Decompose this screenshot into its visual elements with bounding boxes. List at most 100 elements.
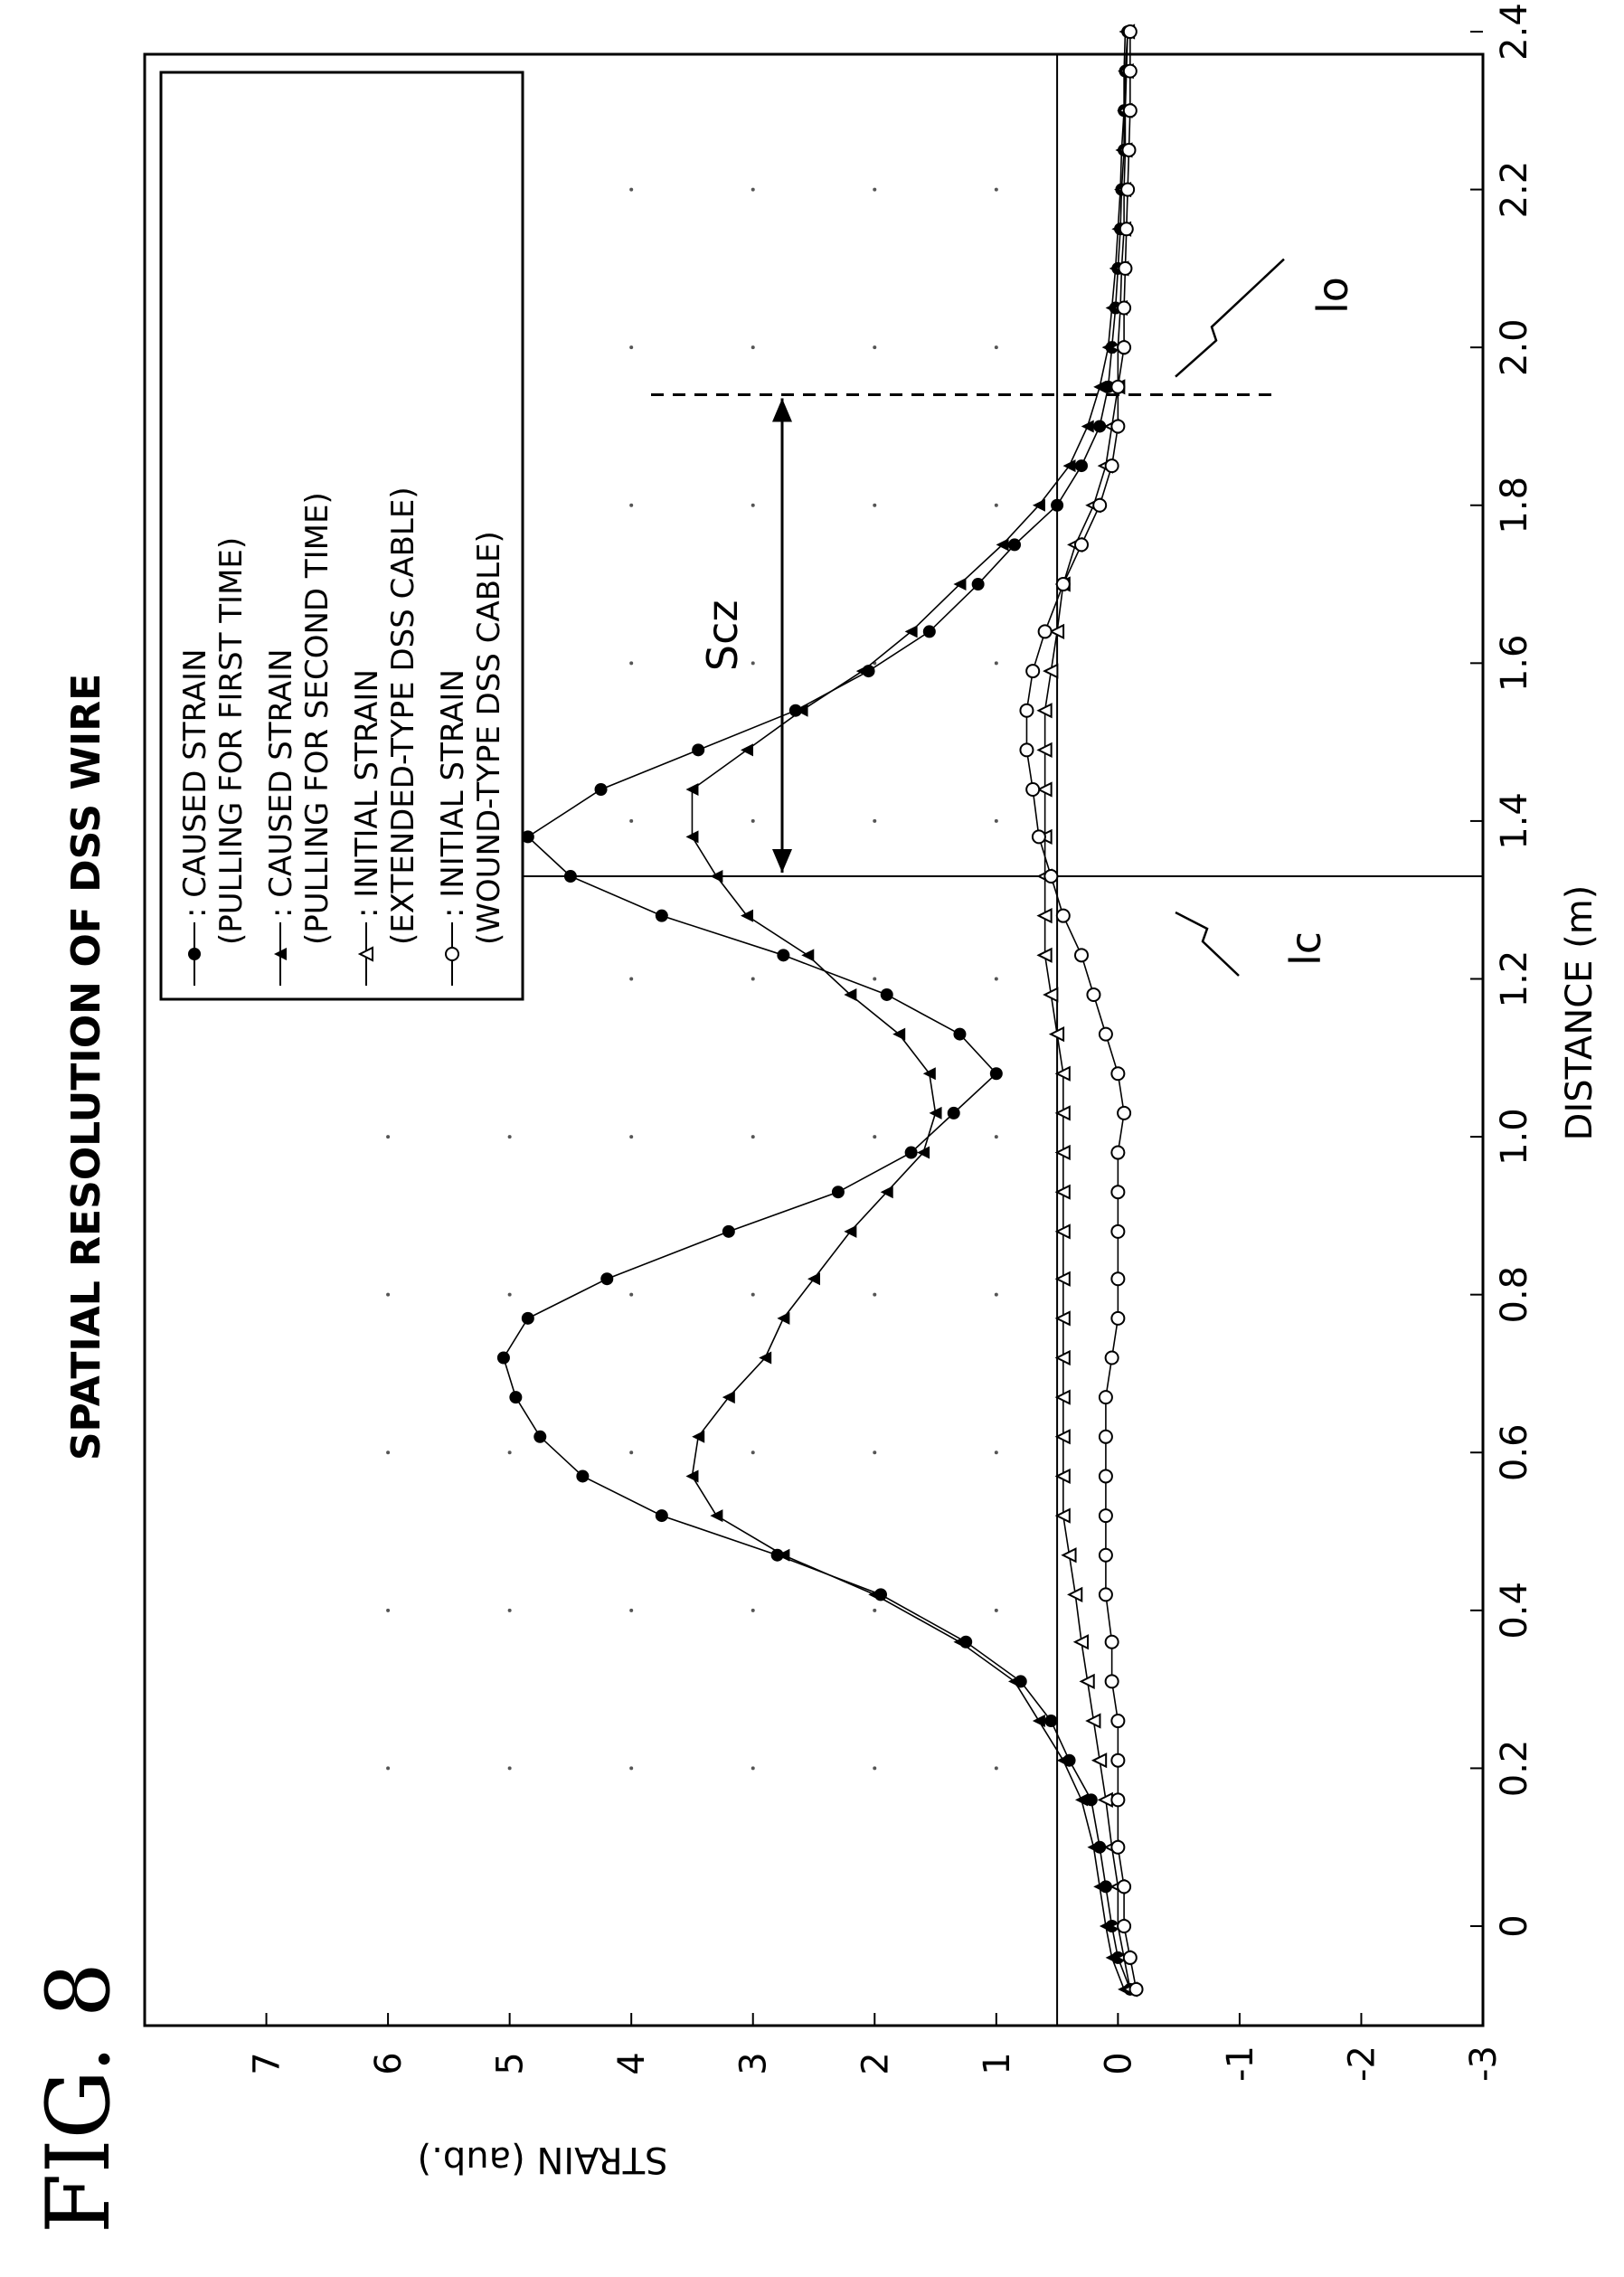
grid-dot (629, 1292, 634, 1297)
grid-dot (751, 345, 755, 350)
data-point (1074, 537, 1089, 553)
data-point (831, 1186, 845, 1199)
grid-dot (994, 1292, 998, 1297)
data-point (521, 1311, 534, 1325)
data-point (741, 909, 753, 922)
data-point (795, 704, 808, 717)
data-point (1054, 1310, 1071, 1327)
lo-label: lo (1308, 277, 1357, 314)
data-point (1054, 1389, 1071, 1405)
data-point (722, 1224, 735, 1238)
data-point (1062, 459, 1076, 473)
grid-dot (873, 1608, 877, 1612)
data-point (996, 538, 1009, 552)
grid-dot (629, 1766, 634, 1771)
data-point (1105, 301, 1119, 315)
grid-dot (994, 1608, 998, 1612)
data-point (655, 909, 668, 922)
grid-dot (386, 1292, 391, 1297)
data-point (1048, 623, 1065, 640)
y-axis-label: STRAIN (aub.) (418, 2139, 668, 2180)
x-tick-label: 0.8 (1494, 1266, 1535, 1324)
y-tick-label: 0 (1098, 2052, 1139, 2074)
data-point (1110, 379, 1126, 394)
data-point (1075, 459, 1088, 473)
data-point (1098, 1469, 1113, 1484)
data-point (1122, 63, 1138, 79)
data-point (722, 1391, 735, 1404)
data-point (1074, 948, 1089, 963)
data-point (600, 1272, 614, 1286)
grid-dot (873, 1766, 877, 1771)
data-point (1032, 1715, 1045, 1728)
y-tick-label: 6 (368, 2052, 410, 2074)
data-point (922, 1067, 936, 1081)
y-tick-label: 1 (977, 2052, 1018, 2074)
data-point (1072, 1634, 1089, 1650)
grid-dot (629, 345, 634, 350)
data-point (1091, 1753, 1108, 1769)
data-point (844, 1224, 857, 1238)
y-tick-label: 5 (490, 2052, 532, 2074)
figure-label: FIG. 8 (28, 1962, 129, 2234)
data-point (594, 783, 608, 796)
grid-dot (751, 1292, 755, 1297)
data-point (496, 1351, 510, 1365)
series-layer (496, 24, 1144, 1998)
data-point (188, 948, 201, 960)
series-4 (1019, 24, 1144, 1997)
data-point (1087, 1840, 1100, 1854)
data-point (1104, 1350, 1119, 1365)
grid-dot (629, 503, 634, 507)
grid-dot (994, 661, 998, 666)
grid-dot (873, 1135, 877, 1139)
data-point (971, 578, 985, 591)
x-tick-label: 1.0 (1494, 1108, 1535, 1166)
y-tick-label: -2 (1341, 2046, 1383, 2082)
data-point (710, 1509, 723, 1523)
data-point (1036, 781, 1053, 798)
y-tick-label: -1 (1220, 2046, 1261, 2082)
data-point (1098, 1026, 1113, 1042)
grid-dot (629, 1608, 634, 1612)
data-point (953, 578, 967, 591)
scz-label: Scz (698, 600, 747, 671)
plot-frame (143, 52, 1485, 2027)
data-point (1120, 182, 1136, 197)
chart-title: SPATIAL RESOLUTION OF DSS WIRE (63, 674, 109, 1460)
data-point (1043, 663, 1059, 679)
scz-arrow-head-top (772, 398, 792, 422)
grid-dot (507, 1450, 512, 1455)
data-point (953, 1635, 967, 1649)
data-point (1036, 703, 1053, 719)
data-point (1054, 1184, 1071, 1200)
data-point (1117, 340, 1132, 355)
data-point (1055, 908, 1071, 923)
data-point (917, 1146, 930, 1159)
legend: : CAUSED STRAIN (PULLING FOR FIRST TIME):… (159, 71, 524, 1001)
data-point (509, 1391, 523, 1404)
series-line (503, 31, 1131, 1990)
data-point (1054, 1271, 1071, 1287)
axis-ticks: 0 0.2 0.4 0.6 0.8 1.0 1.2 1.4 1.6 1.8 2.0 2.2 2.4 -3 -… (247, 3, 1535, 2082)
data-point (844, 987, 857, 1001)
lo-leader (1175, 258, 1285, 378)
data-point (1054, 1224, 1071, 1240)
data-point (692, 1430, 705, 1443)
data-point (1110, 1145, 1126, 1160)
data-point (922, 625, 936, 638)
data-point (1117, 300, 1132, 316)
grid-dot (751, 1608, 755, 1612)
data-point (1032, 498, 1045, 512)
data-point (1043, 869, 1059, 884)
x-tick-label: 0.4 (1494, 1582, 1535, 1639)
data-point (1110, 1224, 1126, 1239)
data-point (576, 1469, 590, 1483)
data-point (1054, 1468, 1071, 1485)
grid-dot (629, 818, 634, 823)
data-point (1055, 577, 1071, 592)
data-point (1110, 419, 1126, 434)
data-point (1036, 947, 1053, 963)
x-tick-label: 2.2 (1494, 161, 1535, 219)
y-tick-label: -3 (1463, 2046, 1505, 2082)
